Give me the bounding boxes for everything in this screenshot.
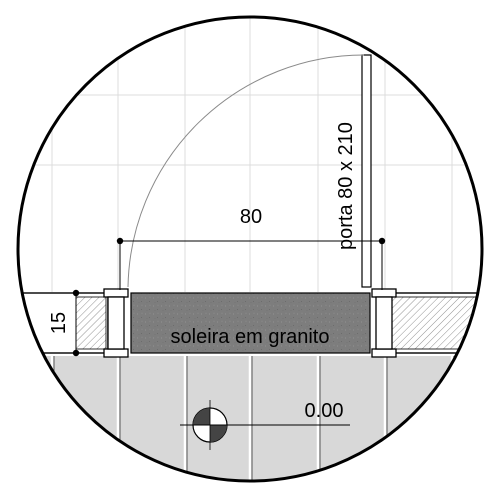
dimension-dot (72, 289, 80, 297)
door-width-label: 80 (240, 206, 262, 228)
right-door-jamb (371, 288, 397, 358)
wall-thickness-label: 15 (48, 312, 70, 334)
door-swing-arc (127, 54, 365, 288)
dimension-dot (378, 237, 386, 245)
background-grid (18, 17, 482, 292)
door-leaf (361, 54, 372, 288)
left-door-jamb (103, 288, 129, 358)
door-spec-label: porta 80 x 210 (335, 122, 357, 250)
threshold-label: soleira em granito (171, 326, 330, 348)
right-wall (387, 292, 482, 354)
level-marker (180, 400, 350, 450)
granite-threshold (130, 292, 371, 354)
level-label: 0.00 (305, 400, 344, 422)
width-dimension (119, 240, 383, 290)
dimension-dot (116, 237, 124, 245)
detail-circle (16, 15, 484, 483)
dimension-dot (72, 349, 80, 357)
